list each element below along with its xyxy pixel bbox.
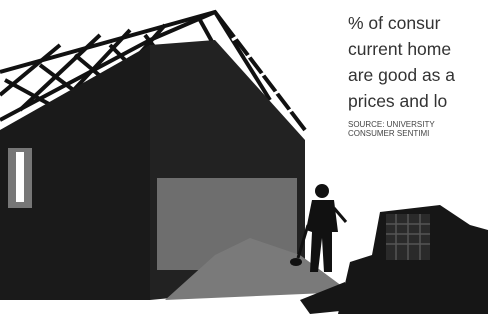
source-line: CONSUMER SENTIMI	[348, 129, 488, 138]
headline-line: current home	[348, 36, 488, 62]
window-light	[16, 152, 24, 202]
page: % of consur current home are good as a p…	[0, 0, 488, 314]
headline: % of consur current home are good as a p…	[348, 10, 488, 114]
source: SOURCE: UNIVERSITY CONSUMER SENTIMI	[348, 120, 488, 138]
headline-line: % of consur	[348, 10, 488, 36]
headline-line: are good as a	[348, 62, 488, 88]
headline-line: prices and lo	[348, 88, 488, 114]
source-line: SOURCE: UNIVERSITY	[348, 120, 488, 129]
caption: % of consur current home are good as a p…	[348, 10, 488, 138]
